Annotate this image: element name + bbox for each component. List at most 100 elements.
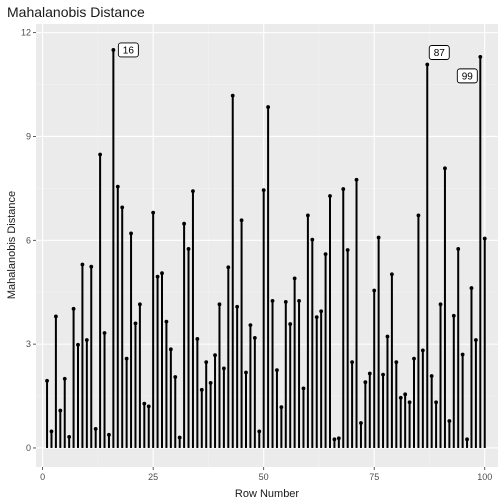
point	[93, 427, 98, 431]
x-tick-label: 0	[40, 472, 45, 482]
point	[257, 429, 262, 434]
point	[124, 356, 129, 361]
point	[261, 188, 266, 193]
point	[389, 272, 394, 277]
point	[120, 205, 125, 210]
x-tick-label: 25	[148, 472, 158, 482]
y-tick-label: 3	[26, 339, 31, 349]
point	[115, 184, 120, 189]
point	[266, 105, 271, 109]
point	[182, 221, 187, 226]
point	[53, 314, 58, 319]
point	[473, 338, 478, 342]
point	[248, 323, 253, 328]
point	[142, 401, 147, 406]
x-tick-label: 75	[369, 472, 379, 482]
point	[186, 247, 191, 251]
point	[482, 236, 487, 241]
x-tick-label: 100	[477, 472, 492, 482]
point	[403, 392, 408, 397]
point	[76, 342, 80, 347]
point	[451, 313, 456, 318]
point	[191, 189, 195, 194]
point	[345, 248, 350, 252]
y-tick-label: 9	[26, 131, 31, 141]
point	[279, 405, 284, 410]
point	[71, 306, 76, 311]
point	[438, 302, 443, 307]
stems	[46, 49, 486, 448]
point	[425, 62, 430, 67]
point	[288, 322, 293, 326]
point	[456, 247, 461, 251]
point	[151, 210, 156, 215]
points	[45, 48, 487, 442]
point	[173, 375, 178, 379]
point	[429, 374, 434, 378]
outlier-label-text: 99	[462, 71, 474, 82]
outlier-label-99: 99	[456, 68, 478, 84]
point	[80, 262, 85, 267]
point	[45, 378, 49, 383]
outlier-label-87: 87	[428, 45, 450, 60]
point	[323, 252, 328, 257]
point	[283, 300, 288, 304]
point	[270, 298, 275, 303]
point	[359, 421, 363, 425]
point	[67, 434, 72, 439]
point	[416, 213, 421, 218]
point	[133, 321, 138, 326]
outlier-label-box	[428, 45, 450, 60]
outlier-label-text: 16	[123, 45, 135, 56]
point	[49, 429, 54, 434]
y-tick-label: 6	[26, 235, 31, 245]
point	[208, 380, 213, 385]
point	[155, 274, 160, 279]
point	[58, 408, 63, 413]
point	[160, 271, 164, 276]
point	[354, 177, 359, 182]
point	[239, 218, 244, 223]
point	[367, 371, 372, 376]
point	[381, 372, 385, 377]
point	[310, 237, 315, 242]
point	[336, 436, 341, 441]
point	[372, 288, 377, 293]
point	[235, 304, 240, 309]
point	[465, 437, 469, 442]
point	[292, 276, 297, 281]
outlier-label-box	[456, 68, 478, 84]
point	[469, 286, 474, 290]
point	[230, 93, 235, 98]
point	[301, 386, 306, 391]
point	[385, 334, 390, 339]
point	[221, 366, 226, 371]
point	[412, 356, 416, 361]
chart-title: Mahalanobis Distance	[7, 4, 145, 20]
x-axis-title: Row Number	[235, 488, 300, 500]
outlier-label-box	[117, 42, 139, 58]
point	[363, 380, 368, 385]
point	[407, 400, 412, 405]
point	[275, 368, 279, 372]
point	[434, 400, 439, 405]
y-tick-label: 12	[21, 28, 31, 38]
point	[129, 231, 133, 236]
point	[213, 353, 217, 358]
point	[328, 194, 332, 198]
point	[98, 152, 103, 157]
point	[447, 419, 452, 423]
point	[319, 309, 324, 314]
outlier-label-text: 87	[434, 48, 446, 59]
point	[226, 265, 231, 270]
point	[341, 187, 346, 191]
point	[164, 319, 169, 324]
point	[177, 435, 182, 440]
point	[84, 338, 89, 342]
y-axis-title: Mahalanobis Distance	[6, 191, 18, 299]
point	[244, 370, 248, 375]
point	[102, 331, 107, 335]
point	[332, 437, 337, 442]
point	[376, 235, 381, 240]
